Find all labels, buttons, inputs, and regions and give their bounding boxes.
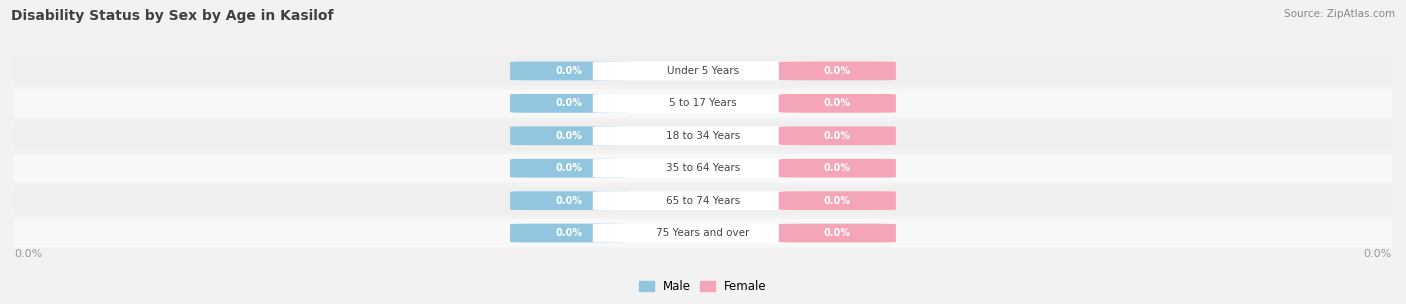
Text: Source: ZipAtlas.com: Source: ZipAtlas.com — [1284, 9, 1395, 19]
FancyBboxPatch shape — [510, 191, 627, 210]
FancyBboxPatch shape — [779, 224, 896, 243]
FancyBboxPatch shape — [779, 191, 896, 210]
FancyBboxPatch shape — [779, 126, 896, 145]
FancyBboxPatch shape — [593, 126, 813, 145]
Text: Under 5 Years: Under 5 Years — [666, 66, 740, 76]
Legend: Male, Female: Male, Female — [634, 275, 772, 298]
FancyBboxPatch shape — [593, 191, 813, 210]
Text: 0.0%: 0.0% — [824, 163, 851, 173]
FancyBboxPatch shape — [593, 159, 813, 178]
FancyBboxPatch shape — [593, 61, 813, 80]
Text: 0.0%: 0.0% — [824, 131, 851, 141]
Text: 0.0%: 0.0% — [1364, 249, 1392, 259]
FancyBboxPatch shape — [510, 224, 627, 243]
FancyBboxPatch shape — [779, 159, 896, 178]
FancyBboxPatch shape — [0, 89, 1406, 118]
FancyBboxPatch shape — [779, 94, 896, 113]
Text: 0.0%: 0.0% — [555, 66, 582, 76]
Text: 0.0%: 0.0% — [555, 163, 582, 173]
Text: 0.0%: 0.0% — [555, 228, 582, 238]
FancyBboxPatch shape — [0, 122, 1406, 150]
Text: 18 to 34 Years: 18 to 34 Years — [666, 131, 740, 141]
FancyBboxPatch shape — [593, 224, 813, 243]
FancyBboxPatch shape — [510, 159, 627, 178]
Text: 0.0%: 0.0% — [555, 98, 582, 108]
FancyBboxPatch shape — [510, 94, 627, 113]
FancyBboxPatch shape — [0, 57, 1406, 85]
Text: 75 Years and over: 75 Years and over — [657, 228, 749, 238]
Text: 0.0%: 0.0% — [824, 228, 851, 238]
Text: 65 to 74 Years: 65 to 74 Years — [666, 196, 740, 206]
Text: 35 to 64 Years: 35 to 64 Years — [666, 163, 740, 173]
FancyBboxPatch shape — [0, 154, 1406, 182]
FancyBboxPatch shape — [510, 126, 627, 145]
Text: Disability Status by Sex by Age in Kasilof: Disability Status by Sex by Age in Kasil… — [11, 9, 333, 23]
FancyBboxPatch shape — [0, 186, 1406, 215]
FancyBboxPatch shape — [0, 219, 1406, 247]
FancyBboxPatch shape — [593, 94, 813, 113]
Text: 0.0%: 0.0% — [824, 196, 851, 206]
FancyBboxPatch shape — [779, 61, 896, 80]
FancyBboxPatch shape — [510, 61, 627, 80]
Text: 0.0%: 0.0% — [14, 249, 42, 259]
Text: 0.0%: 0.0% — [824, 66, 851, 76]
Text: 0.0%: 0.0% — [555, 131, 582, 141]
Text: 0.0%: 0.0% — [555, 196, 582, 206]
Text: 5 to 17 Years: 5 to 17 Years — [669, 98, 737, 108]
Text: 0.0%: 0.0% — [824, 98, 851, 108]
